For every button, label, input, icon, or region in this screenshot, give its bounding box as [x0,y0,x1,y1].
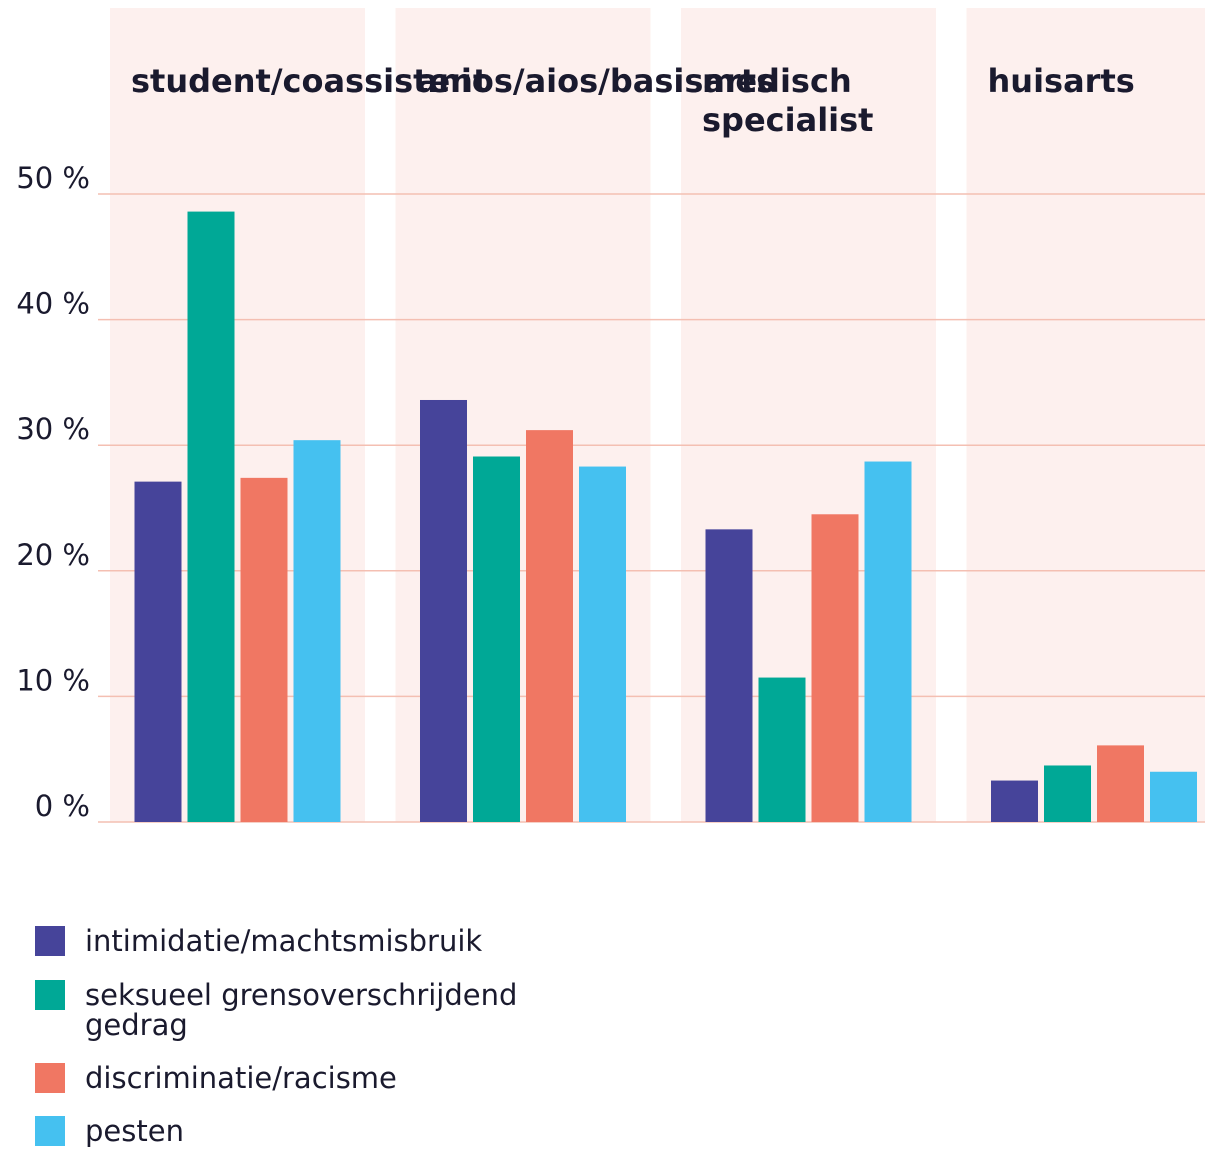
bar [187,211,235,823]
bar [705,529,753,822]
legend-label: pesten [85,1114,184,1148]
legend-label: intimidatie/machtsmisbruik [85,924,483,958]
bar [293,440,341,822]
bar [1097,745,1144,822]
y-tick-label: 30 % [16,412,90,446]
bar [579,466,626,822]
legend-swatch [35,926,65,956]
legend-item: seksueel grensoverschrijdend gedrag [35,980,585,1040]
bar [991,780,1038,822]
y-tick-label: 50 % [16,161,90,195]
legend-label: discriminatie/racisme [85,1061,397,1095]
bar [811,514,859,822]
bar [473,456,520,822]
legend-swatch [35,980,65,1010]
bar [526,430,573,822]
bar [420,399,467,822]
bar [758,677,806,822]
category-label: anios/aios/basisarts [416,62,776,100]
bar [134,481,182,822]
legend-swatch [35,1116,65,1146]
y-tick-label: 40 % [16,287,90,321]
category-label: huisarts [987,62,1135,100]
bar [1044,765,1091,822]
category-panel [966,8,1205,822]
legend-swatch [35,1063,65,1093]
legend-label: seksueel grensoverschrijdend gedrag [85,978,518,1042]
bar [1150,771,1197,822]
bar [240,477,288,822]
legend-item: intimidatie/machtsmisbruik [35,926,585,956]
category-label: student/coassistent [131,62,489,100]
y-tick-label: 10 % [16,663,90,697]
y-tick-label: 0 % [35,789,90,823]
y-tick-label: 20 % [16,538,90,572]
legend-item: pesten [35,1116,585,1146]
category-label: medisch specialist [702,62,874,139]
legend-item: discriminatie/racisme [35,1063,585,1093]
bar [864,461,912,822]
